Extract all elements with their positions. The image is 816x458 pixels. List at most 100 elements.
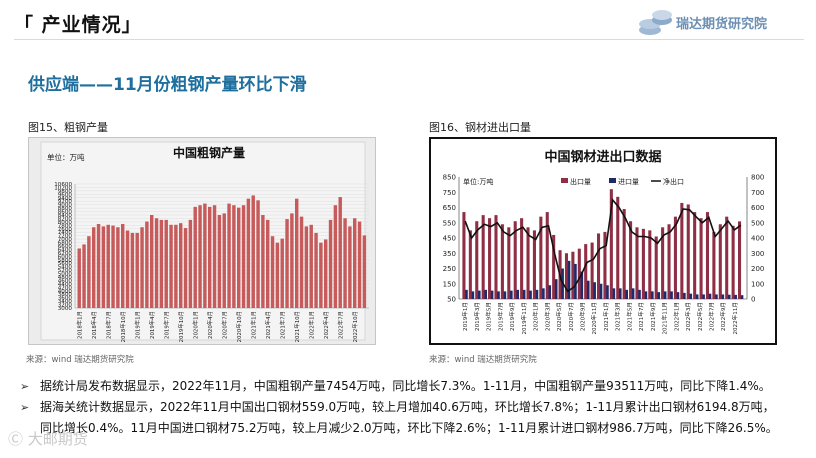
bar — [159, 219, 164, 308]
x-tick-label: 2022年9月 — [719, 302, 727, 331]
bar — [150, 215, 154, 308]
right-y-tick-label: 400 — [751, 235, 764, 243]
export-bar — [693, 212, 697, 299]
import-bar — [516, 289, 520, 299]
x-tick-label: 2018年10月 — [119, 311, 127, 342]
bar — [237, 207, 241, 308]
bar — [290, 213, 294, 308]
steel-trade-chart: 中国钢材进出口数据 单位:万吨 850 750 650 550 450 350 250 150 50… — [429, 137, 777, 345]
bar — [77, 248, 81, 308]
import-bar — [663, 291, 667, 299]
export-bar — [468, 230, 472, 299]
bar — [154, 218, 159, 308]
bar — [348, 226, 352, 308]
y-tick-label: 3800 — [58, 292, 73, 298]
bar — [227, 203, 231, 308]
bar — [145, 221, 149, 308]
coin-stack-icon — [639, 10, 672, 35]
import-bar — [535, 289, 539, 299]
export-bar — [571, 251, 575, 299]
bar — [82, 244, 86, 308]
import-bar — [490, 290, 494, 299]
right-y-tick-label: 500 — [751, 219, 764, 227]
import-bar — [567, 260, 571, 299]
y-tick-label: 9400 — [58, 196, 73, 202]
import-bar — [612, 288, 616, 299]
x-tick-label: 2019年7月 — [496, 302, 504, 331]
x-tick-label: 2021年3月 — [614, 302, 622, 331]
bar — [164, 219, 168, 308]
page-title: 「 产业情况」 — [14, 14, 142, 36]
import-bar — [683, 292, 686, 299]
legend-label: 进口量 — [618, 178, 639, 186]
import-bar — [529, 290, 532, 299]
import-bar — [695, 294, 699, 299]
bar — [174, 224, 178, 308]
left-y-tick-label: 250 — [443, 265, 456, 273]
export-bar — [520, 218, 524, 299]
y-tick-label: 9200 — [58, 199, 73, 205]
export-bar — [488, 218, 492, 299]
x-tick-label: 2022年10月 — [351, 311, 359, 342]
y-tick-label: 8600 — [58, 210, 73, 216]
y-tick-label: 6400 — [58, 247, 73, 253]
export-bar — [680, 202, 684, 299]
logo-text: 瑞达期货研究院 — [676, 17, 768, 32]
right-y-tick-label: 200 — [751, 265, 764, 273]
x-tick-label: 2021年10月 — [293, 311, 301, 342]
bar — [87, 236, 91, 308]
bar — [319, 242, 323, 308]
x-tick-label: 2019年1月 — [133, 311, 141, 339]
x-tick-label: 2021年9月 — [649, 302, 657, 331]
x-tick-label: 2020年4月 — [206, 311, 214, 339]
crude-steel-chart: 中国粗钢产量 单位：万吨 10600 10200 9800 9600 9400 9200 900… — [28, 137, 376, 345]
y-tick-label: 7400 — [58, 230, 73, 236]
x-tick-label: 2020年1月 — [191, 311, 199, 339]
y-tick-label: 3200 — [58, 303, 73, 309]
import-bar — [657, 292, 661, 299]
x-tick-label: 2022年7月 — [336, 311, 344, 339]
import-bar — [510, 290, 513, 299]
export-bar — [494, 215, 498, 299]
bar — [212, 205, 217, 308]
import-bar — [721, 294, 725, 299]
import-bar — [625, 289, 628, 299]
y-tick-label: 6600 — [58, 244, 73, 250]
left-y-tick-label: 550 — [443, 219, 456, 227]
left-y-tick-label: 850 — [443, 174, 456, 182]
import-bar — [471, 291, 475, 299]
bar — [198, 205, 202, 308]
right-y-tick-label: 100 — [751, 280, 764, 288]
export-bar — [507, 227, 511, 299]
legend-swatch — [561, 178, 568, 183]
bar — [96, 223, 101, 308]
bar — [362, 235, 367, 308]
import-bar — [478, 290, 481, 299]
right-y-tick-label: 700 — [751, 189, 764, 197]
x-tick-label: 2019年1月 — [461, 302, 469, 331]
crude-steel-chart-svg: 中国粗钢产量 单位：万吨 10600102009800960094009200900… — [40, 141, 369, 342]
import-bar — [548, 285, 552, 299]
x-tick-label: 2019年5月 — [485, 302, 493, 331]
export-bar — [564, 253, 569, 299]
bar — [116, 227, 120, 308]
x-tick-label: 2022年4月 — [322, 311, 330, 339]
export-bar — [603, 231, 607, 299]
export-bar — [737, 221, 742, 299]
import-bar — [606, 285, 609, 299]
x-tick-label: 2019年4月 — [148, 311, 156, 339]
y-tick-label: 10200 — [54, 185, 72, 191]
bar — [295, 198, 299, 308]
left-y-tick-label: 150 — [443, 280, 456, 288]
x-tick-label: 2020年9月 — [578, 302, 586, 331]
import-bar — [727, 294, 731, 299]
import-bar — [740, 295, 744, 299]
export-bar — [545, 212, 549, 299]
export-bar — [641, 228, 645, 299]
y-tick-label: 3000 — [58, 306, 73, 312]
import-bar — [708, 293, 712, 299]
export-bar — [584, 244, 588, 299]
x-tick-label: 2021年7月 — [637, 302, 645, 331]
import-bar — [638, 289, 641, 299]
y-tick-label: 8000 — [58, 220, 73, 226]
